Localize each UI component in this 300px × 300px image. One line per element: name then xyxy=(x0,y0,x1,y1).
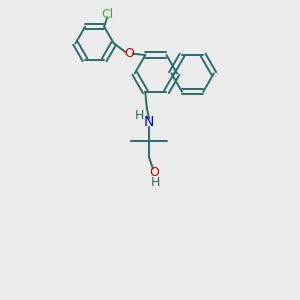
Text: O: O xyxy=(149,166,159,179)
Text: O: O xyxy=(124,47,134,60)
Text: H: H xyxy=(135,109,144,122)
Text: N: N xyxy=(144,115,154,129)
Text: H: H xyxy=(150,176,160,189)
Text: Cl: Cl xyxy=(101,8,113,21)
